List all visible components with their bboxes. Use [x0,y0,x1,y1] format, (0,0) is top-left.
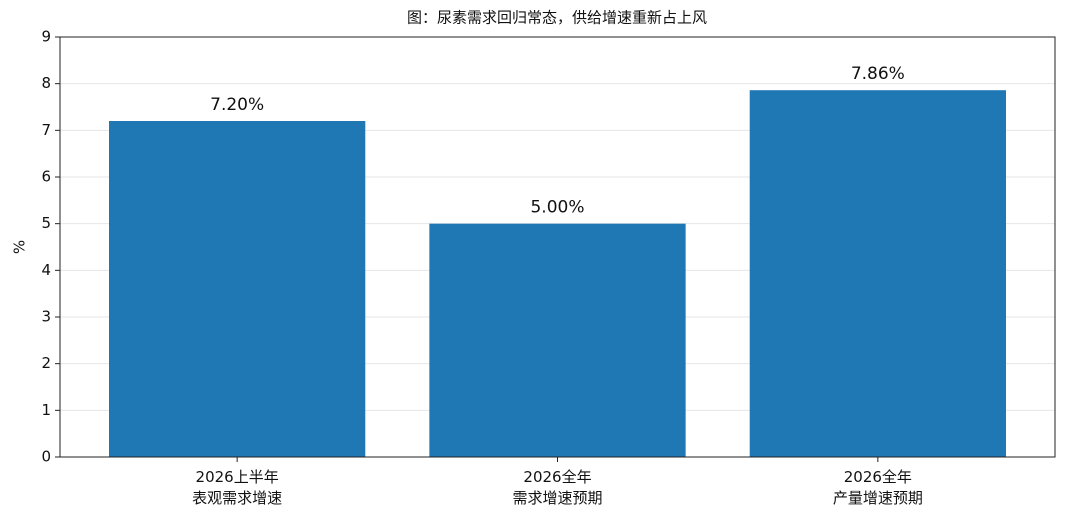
y-tick-label: 2 [41,354,51,372]
y-tick-label: 9 [41,28,51,46]
y-tick-label: 3 [41,308,51,326]
x-tick-label-line: 2026全年 [844,468,912,486]
x-tick-label-line: 产量增速预期 [833,489,923,507]
chart-title: 图：尿素需求回归常态，供给增速重新占上风 [407,9,707,27]
value-label: 7.86% [851,64,905,84]
y-tick-label: 8 [41,74,51,92]
bar [749,90,1006,457]
y-tick-label: 1 [41,401,51,419]
y-tick-label: 0 [41,448,51,466]
x-tick-label-line: 需求增速预期 [512,489,602,507]
x-tick-label-line: 表观需求增速 [192,489,282,507]
y-tick-label: 4 [41,261,51,279]
y-tick-label: 5 [41,214,51,232]
x-tick-label: 2026全年产量增速预期 [833,468,923,507]
x-tick-label: 2026全年需求增速预期 [512,468,602,507]
x-tick-label-line: 2026全年 [523,468,591,486]
x-tick-label: 2026上半年表观需求增速 [192,468,282,507]
bar [429,223,686,457]
value-label: 5.00% [530,198,584,218]
bars [109,90,1006,457]
y-axis-label: % [11,240,29,254]
bar [109,121,366,457]
x-tick-label-line: 2026上半年 [196,468,279,486]
y-tick-label: 6 [41,168,51,186]
value-label: 7.20% [210,95,264,115]
y-tick-label: 7 [41,121,51,139]
